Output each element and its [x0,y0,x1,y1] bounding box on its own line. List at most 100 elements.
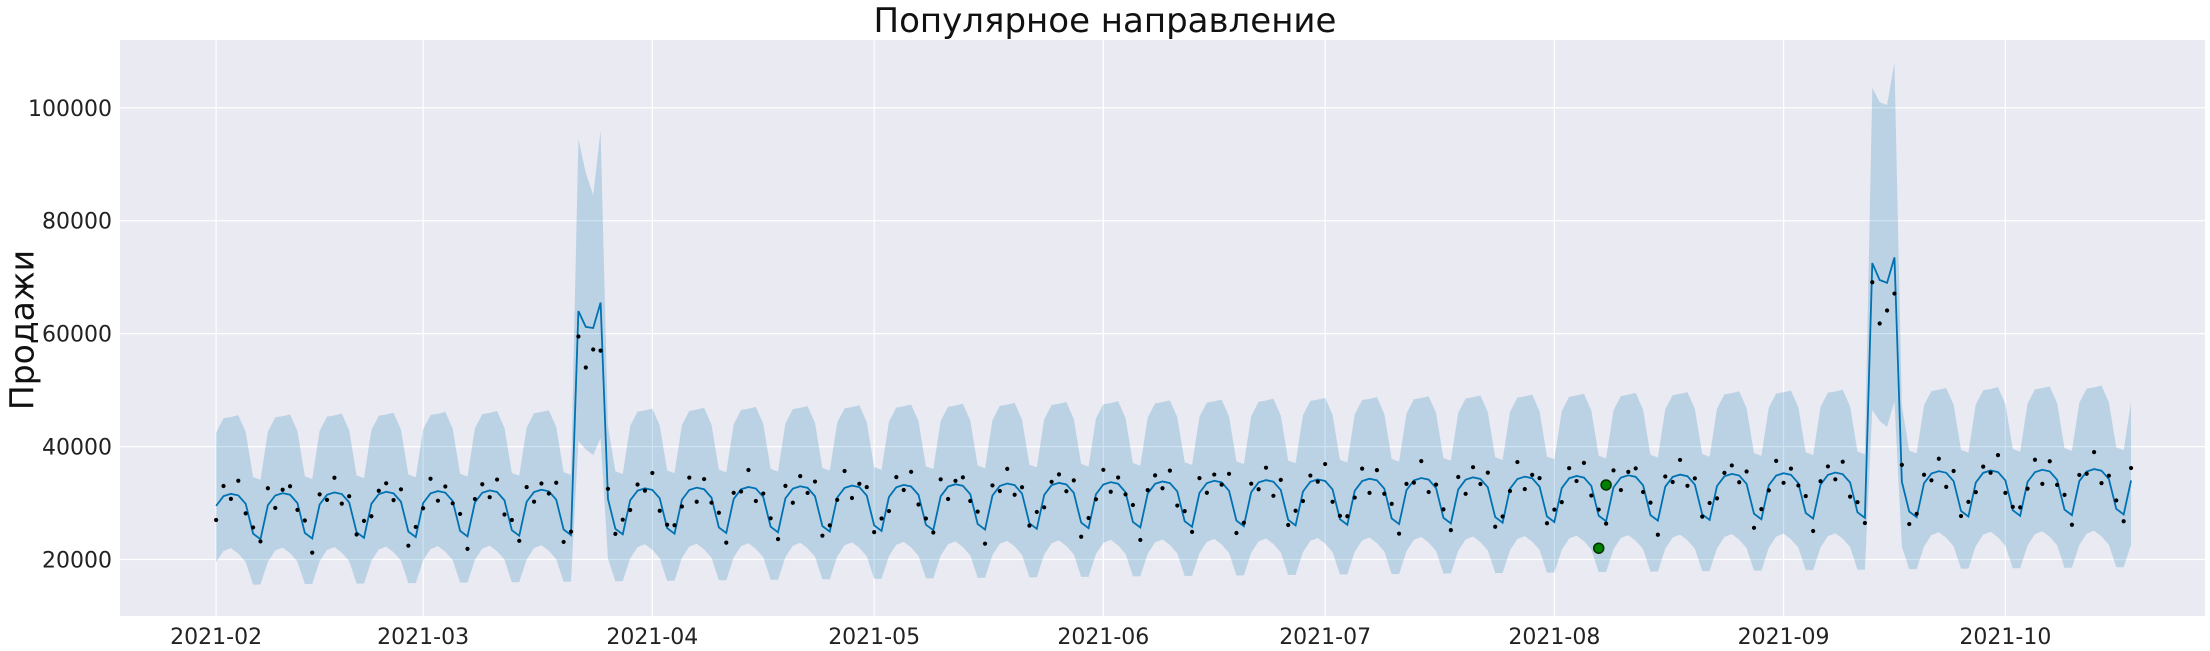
actual-point [1108,489,1113,494]
actual-point [1759,506,1764,512]
actual-point [1818,479,1823,484]
actual-point [953,478,958,483]
actual-point [1212,472,1217,477]
y-tick-labels: 20000 40000 60000 80000 100000 [28,97,112,574]
actual-point [546,491,551,496]
actual-point [1145,488,1150,493]
actual-point [665,522,670,527]
actual-point [1899,462,1904,467]
actual-point [1396,531,1402,536]
actual-point [798,474,803,479]
actual-point [812,479,818,484]
actual-point [1958,513,1964,519]
actual-point [716,510,721,515]
actual-point [1714,496,1720,501]
actual-point [2099,481,2104,486]
actual-point [1840,459,1845,464]
actual-point [458,511,463,517]
actual-point [1271,493,1276,498]
actual-point [894,474,899,480]
actual-point [1788,466,1794,471]
actual-point [635,482,640,487]
actual-point [465,546,470,551]
actual-point [982,541,988,546]
actual-point [1507,488,1513,494]
actual-point [1567,466,1572,471]
forecast-line [215,257,2132,541]
actual-point [886,508,892,514]
actual-point [1071,478,1076,483]
actual-point [1382,491,1387,496]
uncertainty-band [216,62,2132,585]
actual-point [1123,492,1128,497]
uncertainty-band-area [216,62,2132,585]
actual-point [1604,521,1609,526]
actual-point [1825,464,1831,469]
actual-point [1263,465,1269,470]
actual-point [1308,473,1313,478]
actual-point [1448,528,1453,533]
actual-point [243,511,248,516]
actual-point [761,491,766,496]
actual-point [1751,525,1757,530]
actual-point [1389,501,1394,506]
actual-point [554,480,559,485]
forecast-yhat-line [215,257,2132,541]
actual-point [2025,486,2030,491]
actual-point [1019,485,1025,490]
actual-point [2069,522,2075,527]
actual-point [1774,458,1779,463]
actual-point [2040,481,2045,487]
actual-point [642,488,648,493]
actual-point [827,523,832,528]
actual-point [1973,490,1978,495]
actual-point [1153,473,1158,478]
actual-point [1493,524,1498,529]
y-tick-label: 100000 [28,97,112,122]
actual-point [1936,456,1941,461]
actual-point [1611,468,1616,473]
actual-point [620,517,625,522]
actual-point [968,498,973,504]
x-tick-label: 2021-08 [1508,625,1600,650]
actual-point [1160,486,1165,491]
actual-point [701,476,707,482]
actual-point [1581,460,1587,465]
actual-point [1552,507,1557,512]
actual-point [1633,466,1638,471]
actual-point [1988,470,1993,475]
actual-point [1848,494,1853,499]
actual-point [1700,514,1705,519]
actual-point [2128,465,2134,471]
actual-point [1892,291,1897,296]
actual-point [1670,479,1675,485]
actual-point [1138,537,1143,543]
actual-point [339,501,344,506]
actual-point [849,495,855,501]
actual-point [1914,511,1919,516]
actual-point [1315,479,1320,484]
actual-point [302,518,307,523]
actual-point [391,498,396,503]
x-tick-label: 2021-04 [606,625,698,650]
actual-point [517,538,522,543]
actual-point [1197,476,1202,481]
y-tick-label: 80000 [42,210,112,235]
actual-point [421,506,426,511]
actual-point [228,496,234,502]
actual-point [605,486,611,491]
actual-point [1456,474,1461,480]
actual-points [214,280,2134,555]
actual-point [250,525,256,530]
actual-point [1530,472,1535,477]
actual-point [1042,505,1047,510]
actual-point [2003,490,2008,495]
actual-point [1870,280,1875,285]
chart-title: Популярное направление [873,1,1337,41]
actual-point [1116,475,1121,480]
actual-point [1966,499,1971,504]
actual-point [931,530,936,535]
actual-point [1929,478,1934,483]
actual-point [672,523,677,528]
